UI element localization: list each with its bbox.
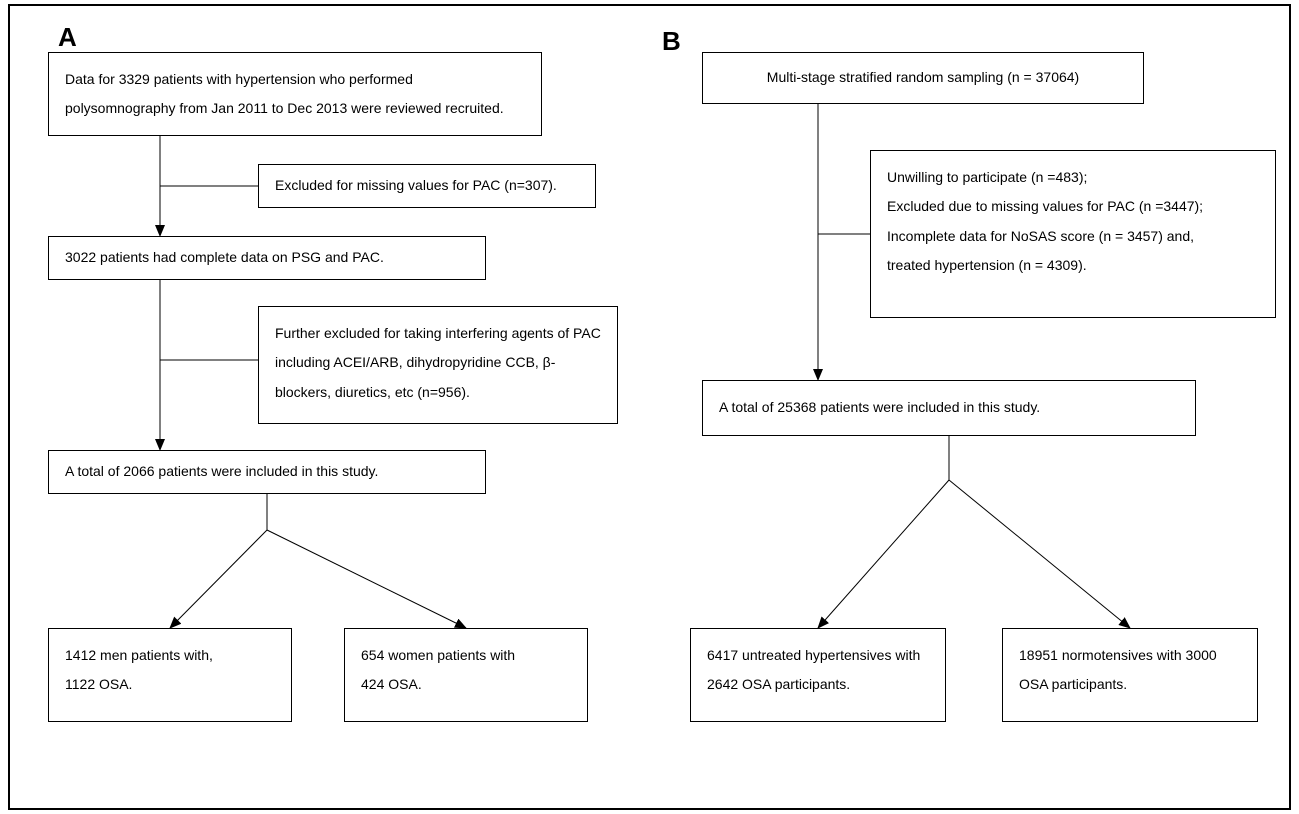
panel-a-box-source: Data for 3329 patients with hypertension… bbox=[48, 52, 542, 136]
panel-a-box-men: 1412 men patients with, 1122 OSA. bbox=[48, 628, 292, 722]
panel-b-box-total-included: A total of 25368 patients were included … bbox=[702, 380, 1196, 436]
panel-a-women-line2: 424 OSA. bbox=[361, 676, 422, 692]
panel-b-box-normotensives: 18951 normotensives with 3000 OSA partic… bbox=[1002, 628, 1258, 722]
panel-a-label: A bbox=[58, 22, 77, 53]
panel-a-box-total-included: A total of 2066 patients were included i… bbox=[48, 450, 486, 494]
panel-a-men-line1: 1412 men patients with, bbox=[65, 647, 213, 663]
figure-canvas: A B Data for 3329 patients with hyperten… bbox=[0, 0, 1299, 814]
panel-b-label: B bbox=[662, 26, 681, 57]
panel-b-box-exclusions: Unwilling to participate (n =483); Exclu… bbox=[870, 150, 1276, 318]
panel-b-excl-line3: Incomplete data for NoSAS score (n = 345… bbox=[887, 228, 1194, 244]
panel-a-men-line2: 1122 OSA. bbox=[65, 676, 132, 692]
panel-b-excl-line1: Unwilling to participate (n =483); bbox=[887, 169, 1087, 185]
panel-b-excl-line2: Excluded due to missing values for PAC (… bbox=[887, 198, 1203, 214]
panel-a-box-complete-data: 3022 patients had complete data on PSG a… bbox=[48, 236, 486, 280]
panel-a-box-exclude-agents: Further excluded for taking interfering … bbox=[258, 306, 618, 424]
panel-b-box-sampling: Multi-stage stratified random sampling (… bbox=[702, 52, 1144, 104]
panel-a-box-women: 654 women patients with 424 OSA. bbox=[344, 628, 588, 722]
panel-a-box-exclude-pac: Excluded for missing values for PAC (n=3… bbox=[258, 164, 596, 208]
panel-a-women-line1: 654 women patients with bbox=[361, 647, 515, 663]
panel-b-box-hypertensives: 6417 untreated hypertensives with 2642 O… bbox=[690, 628, 946, 722]
panel-b-excl-line4: treated hypertension (n = 4309). bbox=[887, 257, 1087, 273]
